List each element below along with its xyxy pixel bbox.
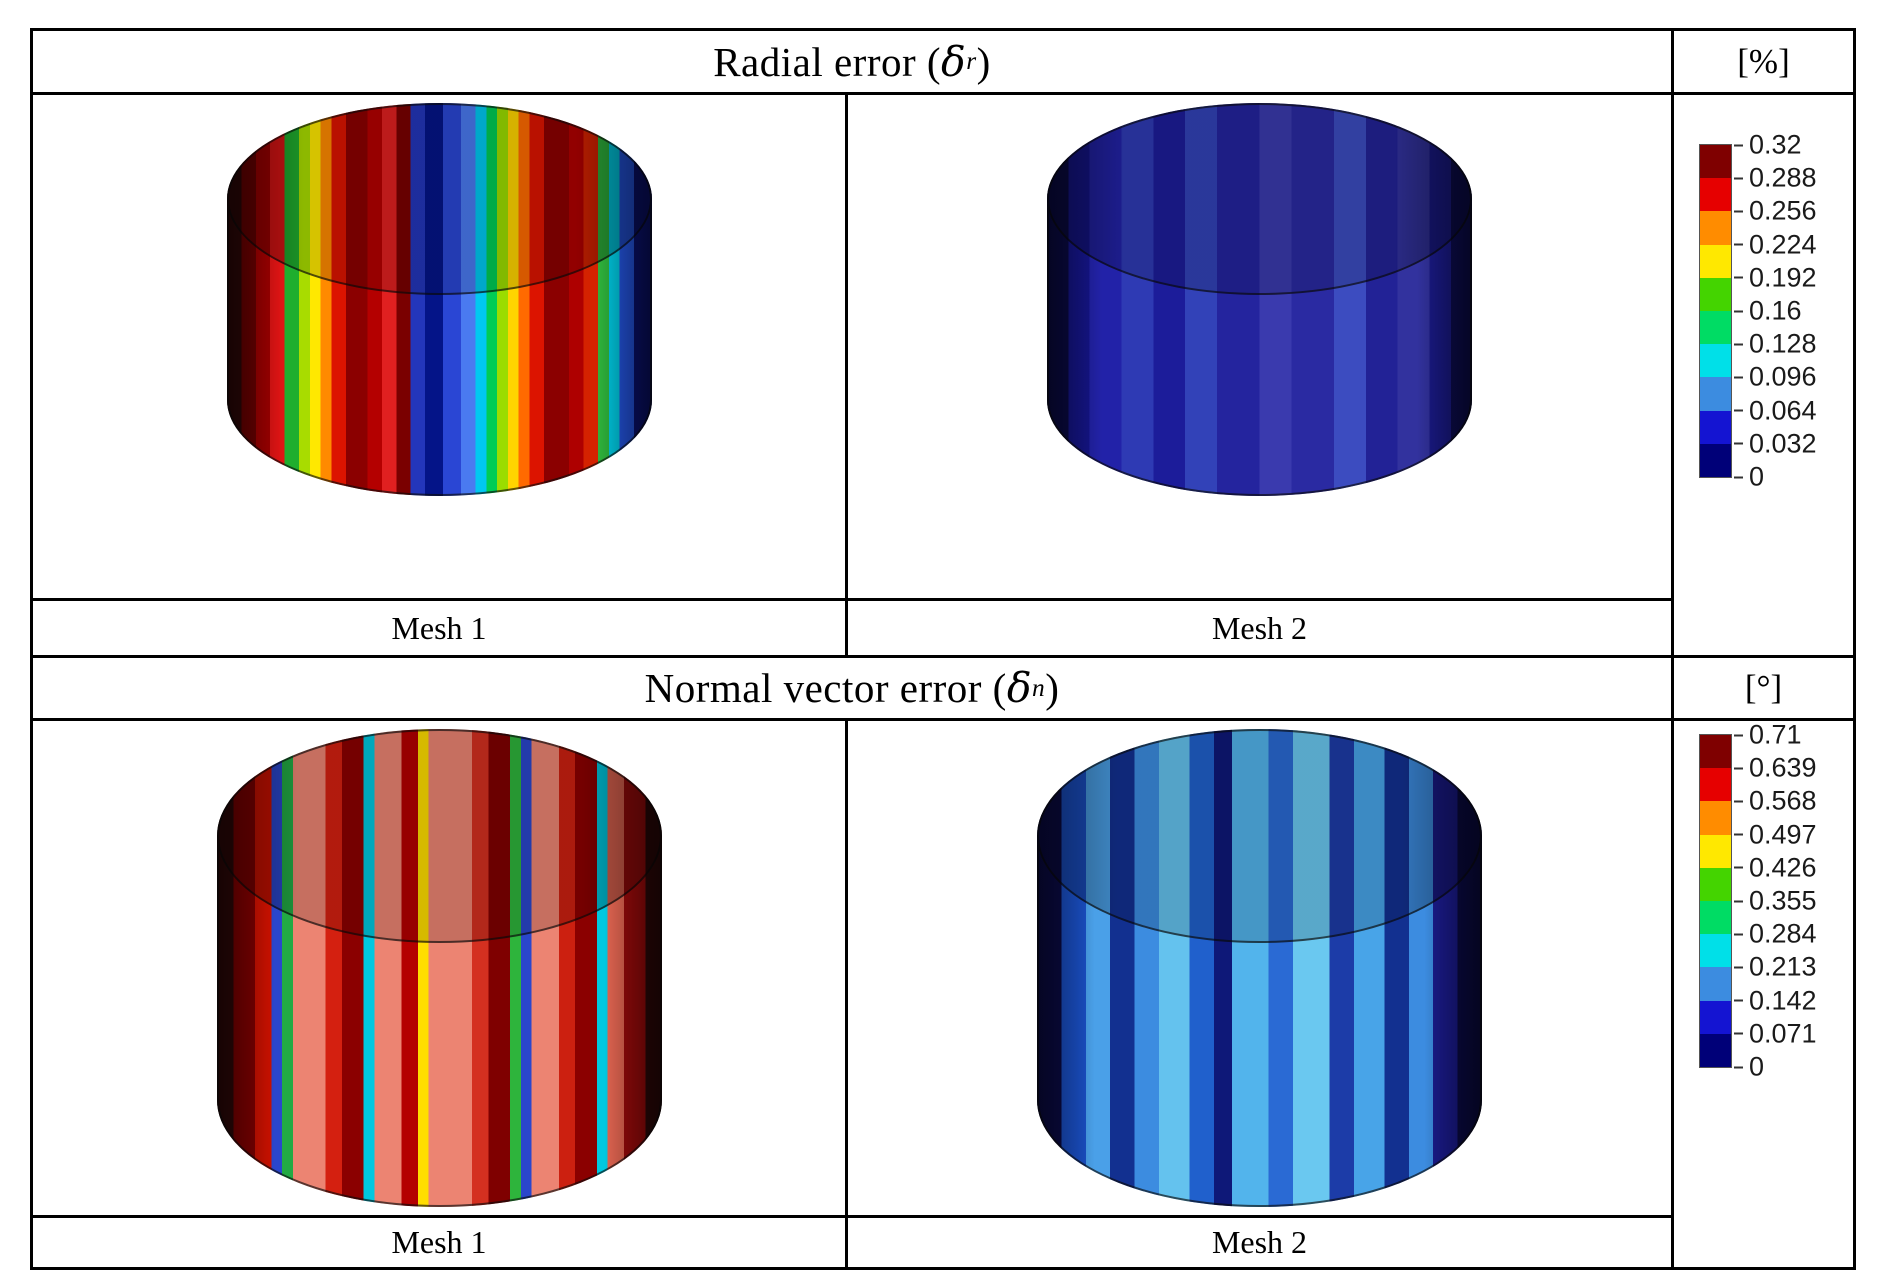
colorbar-segment: [1700, 311, 1731, 345]
normal-colorbar-cell: 0.71 0.639 0.568 0.497 0.426 0.355 0.284 0.213 0…: [1674, 720, 1853, 1267]
colorbar-tick-label: 0.142: [1734, 985, 1817, 1016]
normal-mesh2-cylinder: [1037, 729, 1482, 1207]
radial-mesh2-panel: [848, 95, 1674, 601]
colorbar-tick-label: 0: [1734, 462, 1764, 493]
normal-mesh2-label: Mesh 2: [848, 1218, 1674, 1267]
title-close: ): [1045, 665, 1060, 711]
colorbar-segment: [1700, 934, 1731, 968]
colorbar-tick-label: 0.32: [1734, 130, 1802, 161]
radial-mesh2-label: Mesh 2: [848, 601, 1674, 658]
colorbar-ticks: 0.32 0.288 0.256 0.224 0.192 0.16 0.128 0.096 0.…: [1734, 130, 1846, 492]
colorbar-tick-label: 0.224: [1734, 229, 1817, 260]
cylinder-cap: [216, 729, 662, 943]
colorbar-segment: [1700, 178, 1731, 212]
colorbar-tick-label: 0.064: [1734, 395, 1817, 426]
normal-mesh1-label: Mesh 1: [33, 1218, 848, 1267]
colorbar-tick-label: 0.639: [1734, 753, 1817, 784]
colorbar-tick-label: 0: [1734, 1052, 1764, 1083]
cylinder-cap: [1037, 729, 1482, 943]
cylinder-cap-shading: [1037, 729, 1482, 943]
colorbar-segment: [1700, 443, 1731, 478]
error-comparison-figure: Radial error (δ r) [%] 0.32 0.288 0.256 0.22…: [30, 28, 1856, 1270]
cylinder-cap-shading: [1047, 103, 1472, 295]
colorbar-tick-label: 0.71: [1734, 720, 1802, 751]
title-close: ): [976, 38, 991, 85]
normal-mesh1-cylinder: [216, 729, 662, 1207]
colorbar-tick-label: 0.497: [1734, 819, 1817, 850]
colorbar-tick-label: 0.213: [1734, 952, 1817, 983]
colorbar-tick-label: 0.568: [1734, 786, 1817, 817]
radial-mesh1-panel: [33, 95, 848, 601]
normal-error-title: Normal vector error (δ n): [33, 658, 1674, 721]
radial-unit-label: [%]: [1674, 31, 1853, 95]
colorbar-tick-label: 0.192: [1734, 262, 1817, 293]
radial-mesh2-cylinder: [1047, 103, 1472, 496]
normal-unit-label: [°]: [1674, 658, 1853, 721]
colorbar-segment: [1700, 867, 1731, 902]
colorbar-swatches: [1699, 144, 1732, 478]
normal-mesh2-panel: [848, 721, 1674, 1218]
radial-colorbar-cell: 0.32 0.288 0.256 0.224 0.192 0.16 0.128 0.096 0.…: [1674, 95, 1853, 658]
colorbar-segment: [1700, 244, 1731, 278]
colorbar-swatches: [1699, 734, 1732, 1068]
colorbar-tick-label: 0.355: [1734, 886, 1817, 917]
colorbar-tick-label: 0.128: [1734, 329, 1817, 360]
colorbar-tick-label: 0.16: [1734, 296, 1802, 327]
normal-mesh1-panel: [33, 721, 848, 1218]
colorbar-ticks: 0.71 0.639 0.568 0.497 0.426 0.355 0.284 0.213 0…: [1734, 720, 1846, 1082]
cylinder-cap: [226, 103, 652, 295]
delta-symbol: δ: [941, 37, 967, 86]
colorbar-tick-label: 0.071: [1734, 1018, 1817, 1049]
colorbar-tick-label: 0.426: [1734, 852, 1817, 883]
colorbar-segment: [1700, 410, 1731, 444]
colorbar-tick-label: 0.032: [1734, 428, 1817, 459]
colorbar-segment: [1700, 967, 1731, 1001]
colorbar-segment: [1700, 1000, 1731, 1034]
title-text: Normal vector error (: [644, 665, 1007, 711]
colorbar-tick-label: 0.096: [1734, 362, 1817, 393]
colorbar-segment: [1700, 344, 1731, 378]
colorbar-segment: [1700, 801, 1731, 835]
colorbar-segment: [1700, 377, 1731, 411]
title-subscript: n: [1032, 673, 1046, 702]
cylinder-cap-shading: [216, 729, 662, 943]
colorbar-segment: [1700, 735, 1731, 769]
delta-symbol: δ: [1006, 664, 1033, 712]
colorbar-segment: [1700, 768, 1731, 802]
cylinder-cap: [1047, 103, 1472, 295]
colorbar-segment: [1700, 901, 1731, 935]
colorbar-segment: [1700, 211, 1731, 245]
colorbar-segment: [1700, 277, 1731, 312]
title-text: Radial error (: [713, 38, 942, 85]
radial-colorbar: 0.32 0.288 0.256 0.224 0.192 0.16 0.128 0.096 0.…: [1674, 95, 1846, 492]
normal-colorbar: 0.71 0.639 0.568 0.497 0.426 0.355 0.284 0.213 0…: [1674, 720, 1846, 1082]
radial-mesh1-cylinder: [226, 103, 652, 496]
title-subscript: r: [966, 47, 977, 75]
colorbar-tick-label: 0.288: [1734, 163, 1817, 194]
radial-error-title: Radial error (δ r): [33, 31, 1674, 95]
colorbar-tick-label: 0.256: [1734, 196, 1817, 227]
cylinder-cap-shading: [226, 103, 652, 295]
colorbar-segment: [1700, 1033, 1731, 1068]
radial-mesh1-label: Mesh 1: [33, 601, 848, 658]
colorbar-segment: [1700, 834, 1731, 868]
colorbar-segment: [1700, 145, 1731, 179]
colorbar-tick-label: 0.284: [1734, 919, 1817, 950]
